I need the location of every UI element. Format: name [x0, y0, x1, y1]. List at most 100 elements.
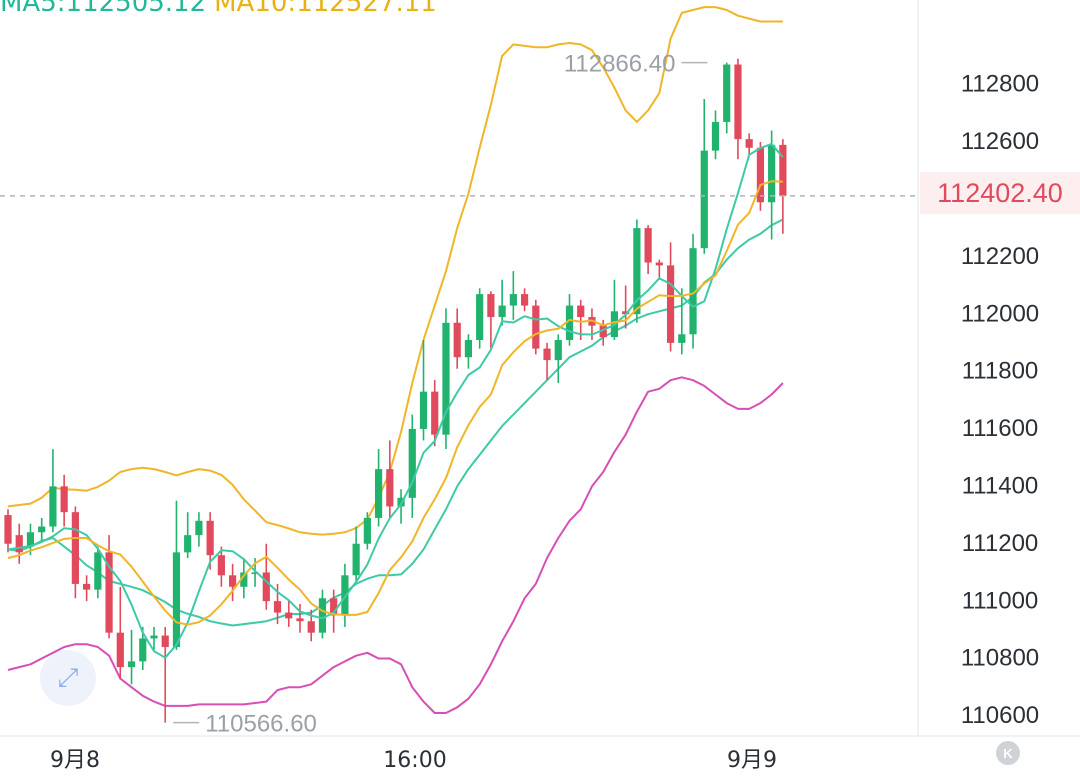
series-line-ma5: [7, 143, 784, 659]
y-tick-label: 112000: [961, 300, 1039, 327]
y-tick-label: 111200: [962, 530, 1039, 557]
candle-body: [711, 121, 720, 151]
candle-body: [4, 515, 12, 544]
candle-body: [363, 517, 371, 544]
candle-body: [296, 618, 304, 622]
candle-body: [184, 535, 192, 553]
candle-body: [217, 555, 225, 576]
candle-body: [150, 635, 158, 639]
candle-body: [476, 294, 484, 340]
candle-body: [565, 305, 574, 340]
axes: 112800 112600 112200 112000 111800 111600 1114…: [0, 71, 1039, 773]
candles: [4, 58, 787, 723]
expand-arrows-icon: ⤢: [57, 662, 79, 692]
candle-body: [285, 612, 293, 619]
candle-body: [622, 311, 630, 315]
candle-body: [206, 520, 214, 556]
candle-body: [229, 575, 237, 587]
low-marker-label: 110566.60: [205, 711, 317, 738]
moving-averages: [7, 143, 784, 659]
candle-body: [509, 294, 517, 306]
y-tick-label: 112600: [961, 128, 1039, 155]
candle-body: [633, 228, 641, 315]
candle-body: [15, 535, 23, 553]
candle-body: [779, 144, 787, 196]
candle-body: [768, 144, 776, 203]
candle-body: [161, 635, 169, 648]
candle-body: [127, 661, 136, 668]
candle-body: [723, 64, 731, 122]
y-tick-label: 110600: [961, 702, 1039, 729]
series-line-ma10: [7, 180, 783, 626]
candle-body: [577, 305, 585, 318]
candle-body: [94, 552, 102, 590]
high-marker-label: 112866.40: [564, 51, 676, 78]
candle-body: [532, 305, 540, 349]
candle-body: [745, 139, 753, 148]
expand-button[interactable]: ⤢: [40, 650, 96, 706]
candle-body: [734, 64, 742, 140]
candle-body: [83, 583, 91, 590]
y-tick-label: 110800: [961, 645, 1039, 672]
high-low-markers: 112866.40 110566.60: [173, 51, 708, 738]
x-tick-label: 9月9: [727, 748, 777, 773]
candle-body: [419, 391, 428, 429]
ma10-legend: MA10:112527.11: [214, 0, 437, 18]
candle-body: [330, 598, 338, 616]
current-price-tag: 112402.40: [920, 172, 1080, 214]
boll-bands: [7, 6, 784, 714]
y-tick-label: 111400: [962, 472, 1039, 499]
candle-body: [408, 428, 416, 498]
candle-body: [172, 552, 181, 648]
candle-body: [520, 294, 529, 306]
candle-body: [543, 348, 551, 361]
candle-body: [678, 334, 686, 343]
candle-body: [655, 262, 663, 266]
candle-body: [49, 486, 57, 527]
k-badge-icon[interactable]: K: [996, 741, 1020, 765]
candle-body: [700, 150, 708, 249]
y-tick-label: 111000: [962, 587, 1039, 614]
candle-body: [262, 572, 270, 602]
series-line-boll-mid: [7, 218, 784, 627]
candle-body: [431, 391, 439, 435]
candle-body: [341, 575, 349, 616]
candle-body: [26, 532, 35, 547]
candle-body: [352, 543, 360, 576]
candle-body: [139, 638, 147, 662]
candle-body: [195, 520, 203, 536]
candle-body: [105, 552, 113, 633]
candle-body: [38, 526, 46, 533]
candle-body: [318, 598, 327, 633]
candle-body: [599, 325, 607, 338]
candle-body: [464, 340, 473, 358]
series-line-boll-dn: [7, 376, 784, 714]
y-tick-label: 111800: [962, 358, 1039, 385]
y-tick-label: 112200: [961, 243, 1039, 270]
y-tick-label: 111600: [962, 415, 1039, 442]
x-tick-label: 9月8: [50, 748, 100, 773]
candle-body: [273, 601, 282, 613]
candle-body: [666, 265, 675, 343]
candle-body: [487, 294, 495, 318]
candle-body: [689, 248, 697, 335]
x-tick-label: 16:00: [383, 748, 446, 773]
chart-frame: [0, 0, 1080, 737]
candle-body: [60, 486, 68, 513]
candle-body: [386, 469, 394, 507]
candle-body: [116, 632, 124, 668]
series-line-boll-up: [7, 6, 783, 536]
candle-body: [498, 305, 506, 318]
candle-body: [240, 572, 248, 587]
candle-body: [554, 340, 562, 361]
candle-body: [756, 147, 765, 203]
candle-body: [71, 512, 79, 584]
candle-body: [453, 322, 461, 358]
candle-body: [374, 469, 383, 518]
candle-body: [644, 228, 652, 263]
candle-body: [307, 621, 315, 633]
ma-legend: MA5:112505.12 MA10:112527.11: [0, 0, 437, 18]
candle-body: [251, 572, 259, 575]
